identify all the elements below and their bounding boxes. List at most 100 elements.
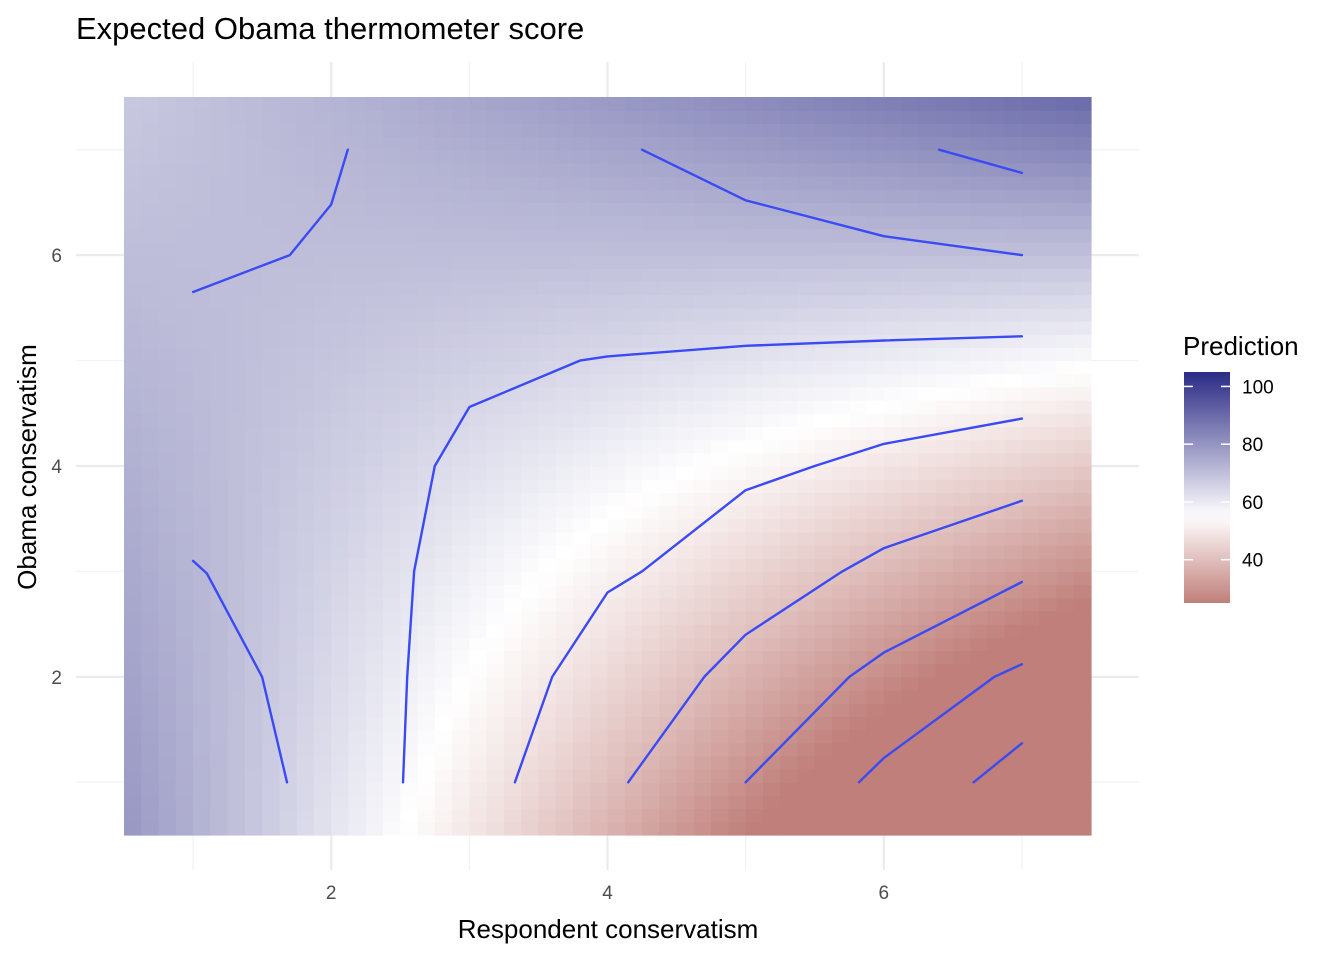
heatmap-tile [141,597,160,612]
heatmap-tile [383,716,401,731]
heatmap-tile [883,149,902,164]
heatmap-tile [348,373,367,388]
heatmap-tile [365,703,384,717]
heatmap-tile [762,110,781,124]
heatmap-tile [503,307,522,322]
heatmap-tile [1056,255,1075,269]
heatmap-tile [607,439,626,454]
heatmap-tile [762,716,781,731]
heatmap-tile [780,176,799,190]
heatmap-tile [797,136,816,151]
heatmap-tile [970,545,988,559]
heatmap-tile [952,347,971,362]
heatmap-tile [210,663,229,678]
heatmap-tile [676,597,695,612]
heatmap-tile [1039,136,1058,151]
heatmap-tile [970,716,988,731]
heatmap-tile [469,795,488,810]
heatmap-tile [659,782,678,797]
heatmap-tile [296,637,315,652]
heatmap-tile [935,531,954,546]
heatmap-tile [227,597,246,612]
heatmap-tile [1073,808,1092,823]
heatmap-tile [244,176,263,190]
heatmap-tile [849,294,868,309]
heatmap-tile [607,162,626,177]
heatmap-tile [1073,716,1092,731]
heatmap-tile [780,136,799,151]
heatmap-tile [365,255,384,269]
heatmap-tile [1039,439,1058,454]
heatmap-tile [952,386,971,401]
heatmap-tile [624,466,643,480]
heatmap-tile [642,492,660,507]
heatmap-tile [987,782,1006,797]
heatmap-tile [797,268,816,283]
heatmap-tile [313,373,332,388]
heatmap-tile [952,755,971,770]
heatmap-tile [590,268,609,283]
heatmap-tile [365,202,384,217]
heatmap-tile [797,597,816,612]
heatmap-tile [383,347,401,362]
heatmap-tile [952,360,971,375]
heatmap-tile [210,334,229,348]
heatmap-tile [124,690,142,704]
heatmap-tile [935,176,954,190]
heatmap-tile [676,466,695,480]
heatmap-tile [814,518,833,533]
heatmap-tile [572,571,591,586]
heatmap-tile [831,439,850,454]
heatmap-tile [400,294,419,309]
heatmap-tile [313,808,332,823]
heatmap-tile [296,624,315,638]
heatmap-tile [193,782,211,797]
heatmap-tile [935,268,954,283]
heatmap-tile [883,558,902,573]
heatmap-tile [624,400,643,414]
heatmap-tile [762,584,781,599]
heatmap-tile [227,769,246,783]
heatmap-tile [797,492,816,507]
heatmap-tile [124,373,142,388]
heatmap-tile [296,452,315,467]
heatmap-tile [711,386,729,401]
heatmap-tile [1073,610,1092,625]
heatmap-tile [1021,228,1040,243]
heatmap-tile [262,755,281,770]
heatmap-tile [607,373,626,388]
heatmap-tile [193,663,211,678]
heatmap-tile [1073,545,1092,559]
heatmap-tile [175,690,194,704]
heatmap-tile [1004,189,1023,204]
heatmap-tile [901,808,919,823]
heatmap-tile [762,821,781,836]
heatmap-tile [383,637,401,652]
heatmap-tile [262,426,281,441]
heatmap-tile [745,373,764,388]
heatmap-tile [486,795,505,810]
heatmap-tile [918,729,937,744]
heatmap-tile [452,769,470,783]
heatmap-tile [711,795,729,810]
heatmap-tile [296,545,315,559]
heatmap-tile [935,452,954,467]
heatmap-tile [486,518,505,533]
heatmap-tile [365,426,384,441]
heatmap-tile [970,531,988,546]
heatmap-tile [642,795,660,810]
heatmap-tile [1056,795,1075,810]
heatmap-tile [935,189,954,204]
heatmap-tile [745,386,764,401]
heatmap-tile [849,676,868,691]
heatmap-tile [659,466,678,480]
heatmap-tile [831,373,850,388]
heatmap-tile [762,413,781,428]
heatmap-tile [434,386,453,401]
heatmap-tile [141,189,160,204]
heatmap-tile [624,808,643,823]
heatmap-tile [486,479,505,493]
heatmap-tile [728,202,747,217]
heatmap-tile [1021,690,1040,704]
